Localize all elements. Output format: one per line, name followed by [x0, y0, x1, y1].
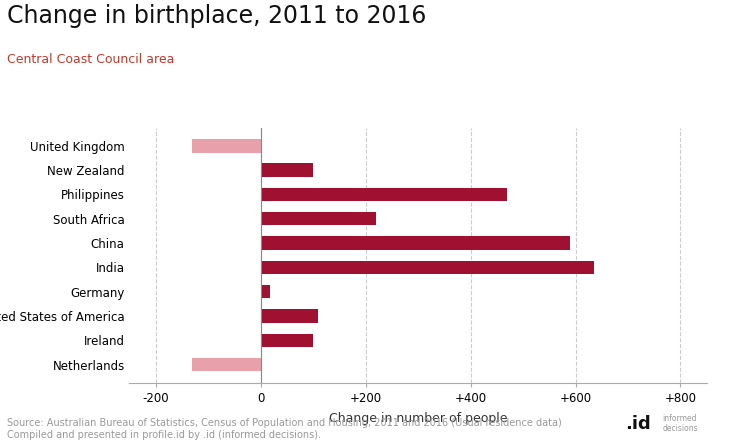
Bar	[260, 285, 270, 298]
Bar	[260, 309, 318, 323]
Bar	[260, 260, 594, 274]
Text: Source: Australian Bureau of Statistics, Census of Population and Housing, 2011 : Source: Australian Bureau of Statistics,…	[7, 418, 562, 440]
Bar	[260, 334, 313, 347]
Bar	[260, 212, 376, 225]
Bar	[192, 139, 260, 153]
Text: .id: .id	[625, 415, 651, 433]
Bar	[260, 188, 508, 201]
Text: Change in birthplace, 2011 to 2016: Change in birthplace, 2011 to 2016	[7, 4, 427, 29]
Bar	[260, 164, 313, 177]
Bar	[260, 236, 571, 250]
X-axis label: Change in number of people: Change in number of people	[329, 412, 508, 425]
Text: informed
decisions: informed decisions	[662, 414, 698, 433]
Bar	[192, 358, 260, 371]
Text: Central Coast Council area: Central Coast Council area	[7, 53, 175, 66]
